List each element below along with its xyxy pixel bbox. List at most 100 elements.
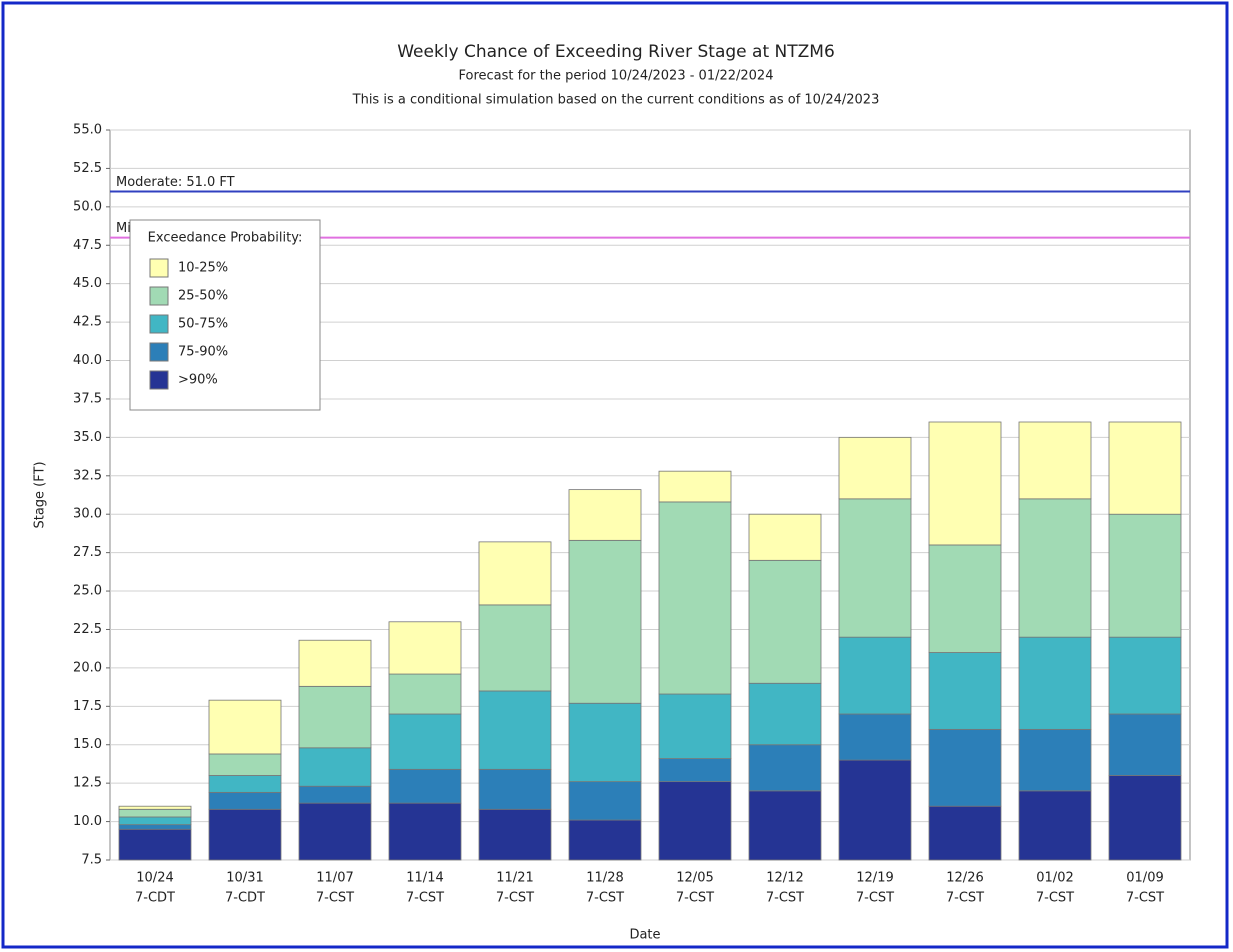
x-tick-label: 01/02 xyxy=(1036,871,1073,886)
bar-segment xyxy=(749,514,821,560)
bar-segment xyxy=(389,714,461,769)
x-tick-label: 11/07 xyxy=(316,871,353,886)
bar-segment xyxy=(1109,714,1181,775)
x-axis-label: Date xyxy=(629,928,660,943)
bar-segment xyxy=(299,640,371,686)
x-tick-label: 12/12 xyxy=(766,871,803,886)
y-tick-label: 52.5 xyxy=(73,161,102,176)
bar-segment xyxy=(1109,422,1181,514)
x-tick-sublabel: 7-CST xyxy=(1126,891,1164,906)
y-tick-label: 12.5 xyxy=(73,776,102,791)
bar-segment xyxy=(1109,514,1181,637)
legend-label: 50-75% xyxy=(178,317,228,332)
bar-segment xyxy=(929,545,1001,653)
bar-segment xyxy=(569,540,641,703)
x-tick-label: 11/28 xyxy=(586,871,623,886)
bar-segment xyxy=(1019,499,1091,637)
x-tick-label: 10/24 xyxy=(136,871,173,886)
bar-segment xyxy=(569,703,641,781)
y-tick-label: 55.0 xyxy=(73,123,102,138)
legend-swatch xyxy=(150,343,168,361)
y-tick-label: 10.0 xyxy=(73,814,102,829)
y-tick-label: 35.0 xyxy=(73,430,102,445)
bar-segment xyxy=(749,791,821,860)
bar-segment xyxy=(299,803,371,860)
x-tick-label: 12/19 xyxy=(856,871,893,886)
chart-title: Weekly Chance of Exceeding River Stage a… xyxy=(397,42,835,62)
x-tick-sublabel: 7-CST xyxy=(946,891,984,906)
y-axis-label: Stage (FT) xyxy=(33,461,48,528)
legend-swatch xyxy=(150,259,168,277)
bar-segment xyxy=(299,686,371,747)
bar-segment xyxy=(569,782,641,820)
bar-segment xyxy=(659,502,731,694)
bar-segment xyxy=(209,700,281,754)
bar-segment xyxy=(119,817,191,825)
bar-segment xyxy=(839,637,911,714)
bar-segment xyxy=(1019,637,1091,729)
y-tick-label: 32.5 xyxy=(73,468,102,483)
y-tick-label: 40.0 xyxy=(73,353,102,368)
legend-label: >90% xyxy=(178,373,218,388)
bar-segment xyxy=(1109,775,1181,860)
x-tick-sublabel: 7-CST xyxy=(316,891,354,906)
bar-segment xyxy=(749,560,821,683)
bar-segment xyxy=(209,809,281,860)
bar-segment xyxy=(209,754,281,776)
bar-segment xyxy=(749,683,821,744)
bar-segment xyxy=(1019,791,1091,860)
x-tick-sublabel: 7-CST xyxy=(496,891,534,906)
bar-segment xyxy=(659,471,731,502)
bar-segment xyxy=(1019,729,1091,790)
y-tick-label: 20.0 xyxy=(73,660,102,675)
bar-segment xyxy=(659,759,731,782)
chart-note: This is a conditional simulation based o… xyxy=(352,93,880,108)
y-tick-label: 15.0 xyxy=(73,737,102,752)
bar-segment xyxy=(839,760,911,860)
bar-segment xyxy=(659,782,731,860)
x-tick-sublabel: 7-CST xyxy=(1036,891,1074,906)
legend-swatch xyxy=(150,371,168,389)
bar-segment xyxy=(389,769,461,803)
bar-segment xyxy=(929,653,1001,730)
x-tick-label: 12/05 xyxy=(676,871,713,886)
x-tick-label: 11/21 xyxy=(496,871,533,886)
legend-swatch xyxy=(150,287,168,305)
legend-title: Exceedance Probability: xyxy=(148,231,303,246)
y-tick-label: 42.5 xyxy=(73,315,102,330)
x-tick-label: 10/31 xyxy=(226,871,263,886)
bar-segment xyxy=(209,775,281,792)
x-tick-sublabel: 7-CST xyxy=(586,891,624,906)
legend-label: 10-25% xyxy=(178,261,228,276)
y-tick-label: 45.0 xyxy=(73,276,102,291)
bar-segment xyxy=(839,499,911,637)
bar-segment xyxy=(929,422,1001,545)
x-tick-sublabel: 7-CST xyxy=(766,891,804,906)
bar-segment xyxy=(929,806,1001,860)
x-tick-sublabel: 7-CST xyxy=(856,891,894,906)
page: Weekly Chance of Exceeding River Stage a… xyxy=(0,0,1233,952)
bar-segment xyxy=(119,809,191,817)
bar-segment xyxy=(119,806,191,809)
bar-segment xyxy=(479,769,551,809)
bar-segment xyxy=(1109,637,1181,714)
bar-segment xyxy=(839,714,911,760)
bar-segment xyxy=(389,803,461,860)
y-tick-label: 22.5 xyxy=(73,622,102,637)
x-tick-label: 12/26 xyxy=(946,871,983,886)
bar-segment xyxy=(479,605,551,691)
y-tick-label: 25.0 xyxy=(73,584,102,599)
x-tick-label: 11/14 xyxy=(406,871,443,886)
y-tick-label: 7.5 xyxy=(81,853,102,868)
y-tick-label: 50.0 xyxy=(73,199,102,214)
x-tick-sublabel: 7-CST xyxy=(676,891,714,906)
bar-segment xyxy=(299,748,371,786)
x-tick-sublabel: 7-CDT xyxy=(135,891,175,906)
bar-segment xyxy=(209,792,281,809)
bar-segment xyxy=(389,622,461,674)
x-tick-sublabel: 7-CST xyxy=(406,891,444,906)
bar-segment xyxy=(659,694,731,759)
y-tick-label: 27.5 xyxy=(73,545,102,560)
y-tick-label: 37.5 xyxy=(73,391,102,406)
bar-segment xyxy=(389,674,461,714)
